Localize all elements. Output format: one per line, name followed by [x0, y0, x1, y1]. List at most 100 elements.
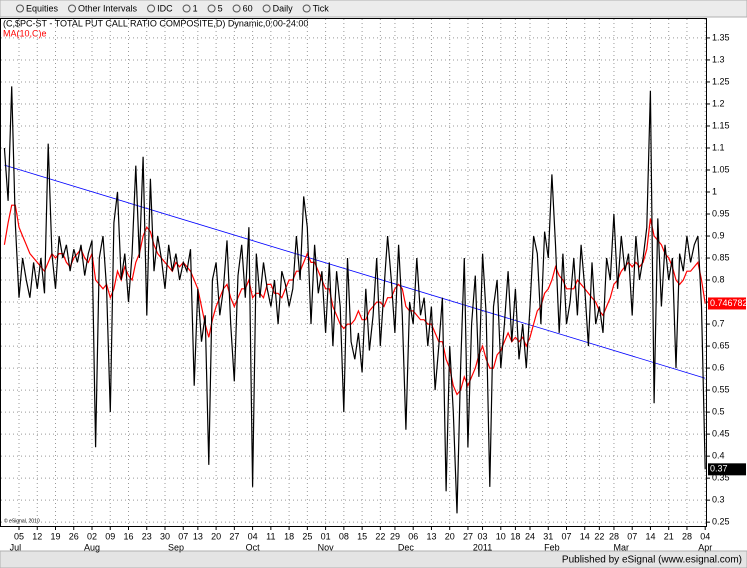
x-group-label: Apr — [698, 542, 712, 552]
last-value-box — [708, 463, 746, 476]
series-line — [3, 86, 706, 514]
toolbar-icon — [182, 4, 191, 13]
x-tick-label: 16 — [123, 531, 133, 541]
y-tick-label: 1.15 — [712, 120, 730, 130]
last-value-label: 0.37 — [710, 464, 728, 474]
toolbar-item[interactable]: Other Intervals — [78, 3, 138, 13]
toolbar-icon — [68, 4, 77, 13]
y-tick-label: 0.8 — [712, 274, 725, 284]
x-tick-label: 22 — [375, 531, 385, 541]
y-tick-label: 1 — [712, 186, 717, 196]
x-group-label: Jul — [10, 542, 22, 552]
x-tick-label: 06 — [408, 531, 418, 541]
x-group-label: Nov — [318, 542, 335, 552]
toolbar-icon — [207, 4, 216, 13]
x-tick-label: 27 — [229, 531, 239, 541]
x-tick-label: 13 — [193, 531, 203, 541]
y-tick-label: 0.35 — [712, 473, 730, 483]
footer: Published by eSignal (www.esignal.com) — [562, 555, 742, 566]
y-tick-label: 1.05 — [712, 164, 730, 174]
y-tick-label: 0.7 — [712, 318, 725, 328]
x-tick-label: 19 — [50, 531, 60, 541]
y-tick-label: 0.4 — [712, 451, 725, 461]
toolbar-item[interactable]: Tick — [313, 3, 330, 13]
x-tick-label: 29 — [390, 531, 400, 541]
x-tick-label: 23 — [142, 531, 152, 541]
copyright: © eSignal, 2010 — [4, 517, 40, 524]
y-tick-label: 0.5 — [712, 406, 725, 416]
x-tick-label: 02 — [87, 531, 97, 541]
x-group-label: Oct — [246, 542, 261, 552]
x-tick-label: 30 — [160, 531, 170, 541]
y-tick-label: 0.85 — [712, 252, 730, 262]
toolbar-item[interactable]: 60 — [243, 3, 253, 13]
y-tick-label: 0.3 — [712, 495, 725, 505]
toolbar-item[interactable]: IDC — [157, 3, 173, 13]
x-tick-label: 14 — [580, 531, 590, 541]
x-tick-label: 15 — [357, 531, 367, 541]
y-tick-label: 1.1 — [712, 142, 725, 152]
x-group-label: Mar — [614, 542, 630, 552]
x-tick-label: 27 — [463, 531, 473, 541]
y-tick-label: 0.9 — [712, 230, 725, 240]
x-tick-label: 12 — [32, 531, 42, 541]
x-tick-label: 22 — [594, 531, 604, 541]
x-tick-label: 25 — [302, 531, 312, 541]
x-tick-label: 13 — [426, 531, 436, 541]
x-tick-label: 04 — [248, 531, 258, 541]
x-tick-label: 08 — [339, 531, 349, 541]
x-tick-label: 28 — [682, 531, 692, 541]
toolbar-item[interactable]: 5 — [218, 3, 223, 13]
toolbar-icon — [232, 4, 241, 13]
toolbar-item[interactable]: Daily — [273, 3, 294, 13]
x-tick-label: 20 — [211, 531, 221, 541]
x-group-label: Aug — [84, 542, 100, 552]
y-tick-label: 1.3 — [712, 54, 725, 64]
y-tick-label: 0.55 — [712, 384, 730, 394]
y-tick-label: 0.6 — [712, 362, 725, 372]
chart-title: (C,$PC-ST - TOTAL PUT CALL RATIO COMPOSI… — [3, 18, 308, 28]
x-tick-label: 14 — [645, 531, 655, 541]
y-tick-label: 1.35 — [712, 32, 730, 42]
toolbar-icon — [16, 4, 24, 13]
x-group-label: Dec — [398, 542, 415, 552]
x-tick-label: 28 — [609, 531, 619, 541]
legend-entry: MA(10,C)e — [3, 28, 47, 38]
toolbar — [0, 0, 747, 18]
toolbar-icon — [302, 4, 311, 13]
toolbar-icon — [262, 4, 271, 13]
y-tick-label: 0.95 — [712, 208, 730, 218]
x-tick-label: 18 — [510, 531, 520, 541]
y-tick-label: 1.2 — [712, 98, 725, 108]
footer-bar — [0, 550, 747, 568]
y-tick-label: 0.45 — [712, 428, 730, 438]
toolbar-icon — [147, 4, 156, 13]
x-tick-label: 11 — [266, 531, 275, 541]
y-tick-label: 0.25 — [712, 517, 730, 527]
toolbar-item[interactable]: Equities — [26, 3, 59, 13]
x-tick-label: 07 — [561, 531, 571, 541]
x-tick-label: 18 — [284, 531, 294, 541]
x-tick-label: 20 — [445, 531, 455, 541]
x-tick-label: 10 — [496, 531, 506, 541]
x-tick-label: 01 — [321, 531, 331, 541]
x-tick-label: 04 — [700, 531, 710, 541]
x-group-label: Sep — [168, 542, 184, 552]
x-tick-label: 24 — [525, 531, 535, 541]
x-tick-label: 09 — [105, 531, 115, 541]
x-tick-label: 31 — [543, 531, 553, 541]
x-tick-label: 21 — [664, 531, 674, 541]
y-tick-label: 1.25 — [712, 76, 730, 86]
x-tick-label: 07 — [178, 531, 188, 541]
x-tick-label: 03 — [478, 531, 488, 541]
last-value-label: 0.746782 — [710, 298, 747, 308]
x-group-label: 2011 — [473, 542, 492, 552]
toolbar-item[interactable]: 1 — [193, 3, 198, 13]
x-tick-label: 26 — [69, 531, 79, 541]
y-tick-label: 0.65 — [712, 340, 730, 350]
x-tick-label: 05 — [14, 531, 24, 541]
x-tick-label: 07 — [627, 531, 637, 541]
last-value-box — [708, 297, 746, 310]
x-group-label: Feb — [544, 542, 560, 552]
